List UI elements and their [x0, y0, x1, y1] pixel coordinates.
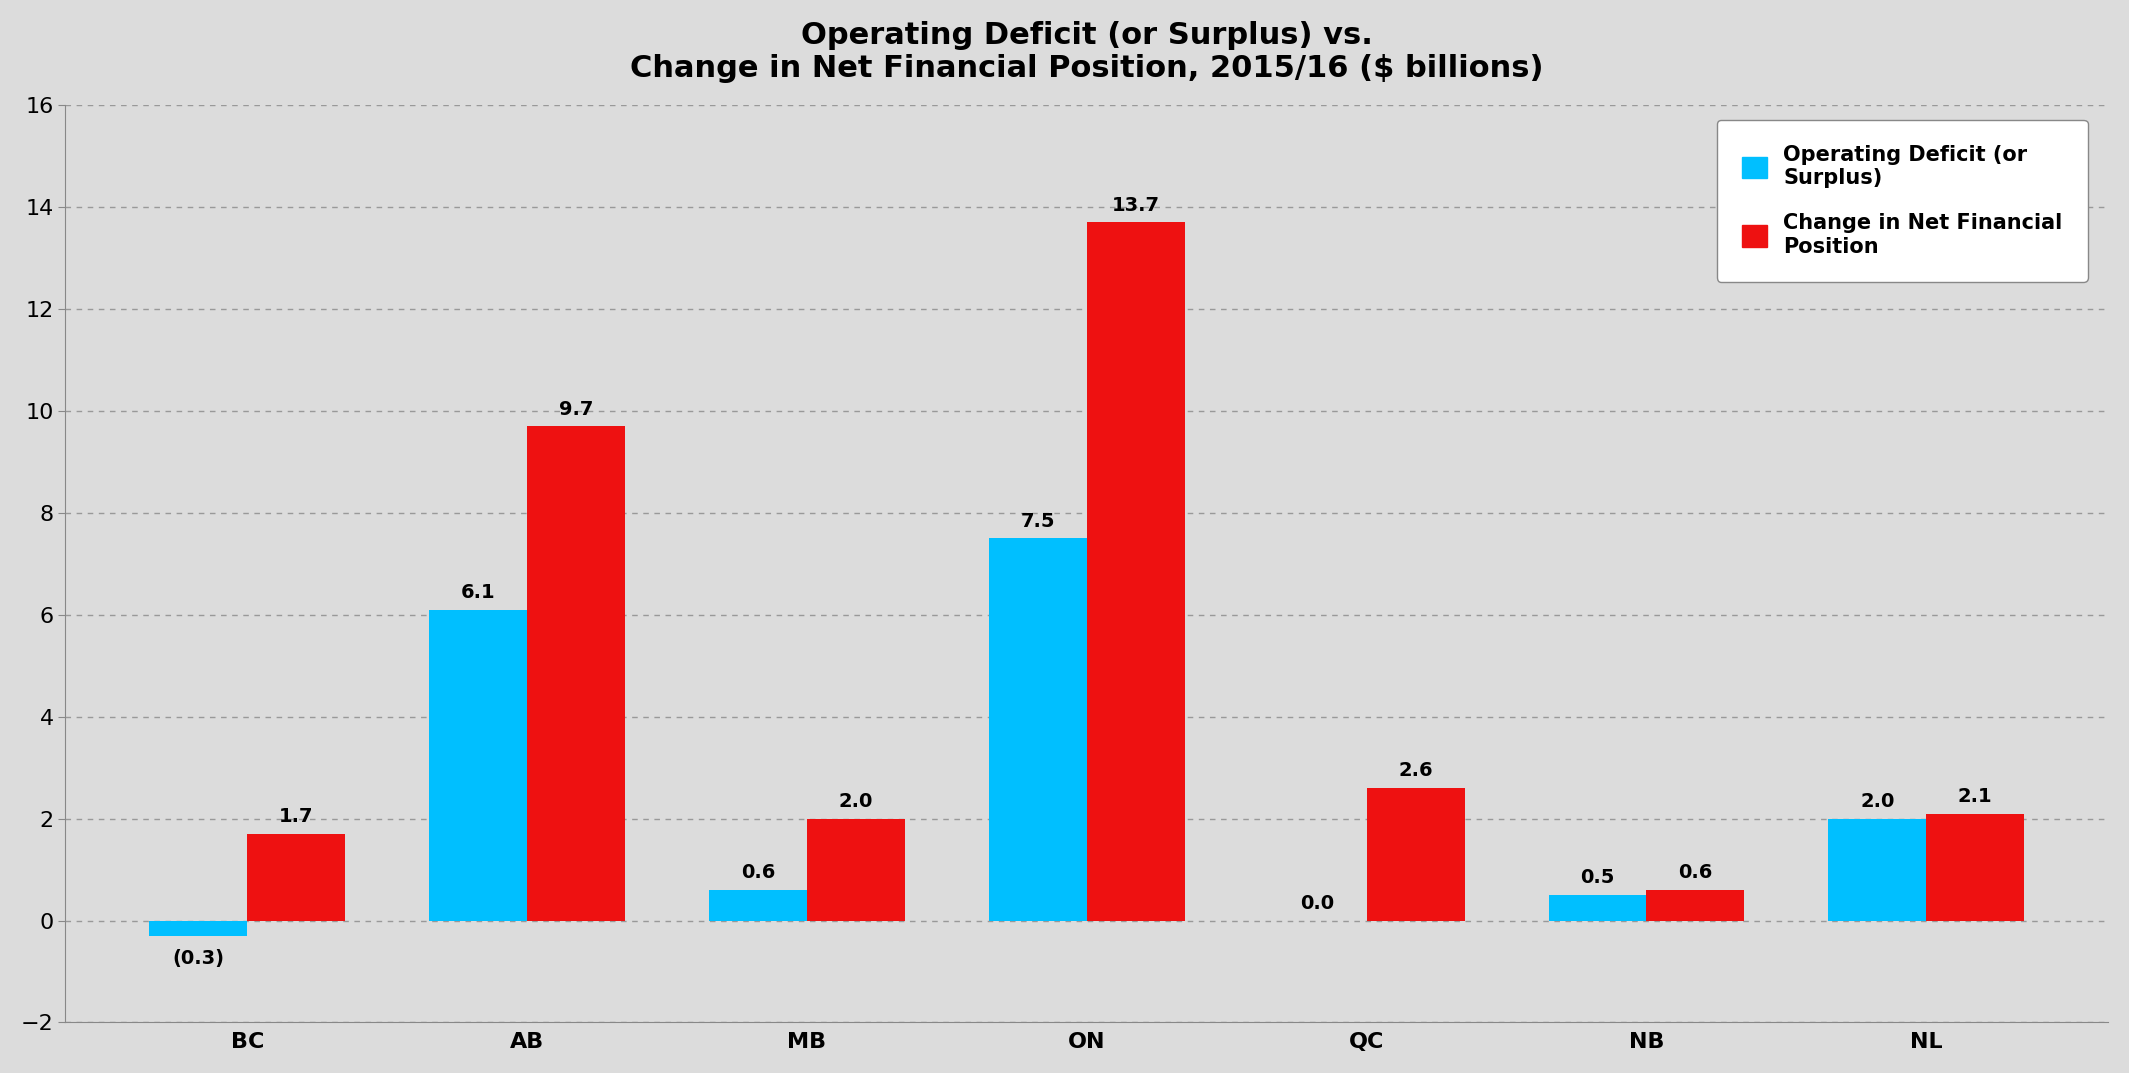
Bar [1646, 890, 1744, 921]
Bar [709, 890, 807, 921]
Text: 9.7: 9.7 [560, 399, 594, 418]
Bar [807, 819, 905, 921]
Bar [430, 609, 528, 921]
Bar [1367, 788, 1465, 921]
Text: 2.6: 2.6 [1399, 762, 1433, 780]
Title: Operating Deficit (or Surplus) vs.
Change in Net Financial Position, 2015/16 ($ : Operating Deficit (or Surplus) vs. Chang… [630, 20, 1544, 84]
Text: 13.7: 13.7 [1111, 195, 1160, 215]
Text: (0.3): (0.3) [172, 949, 224, 968]
Text: 2.0: 2.0 [1861, 792, 1895, 811]
Bar [149, 921, 247, 936]
Bar [1927, 813, 2025, 921]
Text: 0.6: 0.6 [1678, 864, 1712, 882]
Text: 2.0: 2.0 [839, 792, 873, 811]
Bar [528, 426, 626, 921]
Bar [1086, 222, 1184, 921]
Bar [1548, 895, 1646, 921]
Text: 0.6: 0.6 [741, 864, 775, 882]
Bar [1829, 819, 1927, 921]
Text: 0.0: 0.0 [1301, 894, 1335, 913]
Text: 1.7: 1.7 [279, 807, 313, 826]
Bar [988, 539, 1086, 921]
Bar [247, 834, 345, 921]
Text: 7.5: 7.5 [1020, 512, 1056, 531]
Text: 0.5: 0.5 [1580, 868, 1614, 887]
Legend: Operating Deficit (or
Surplus), Change in Net Financial
Position: Operating Deficit (or Surplus), Change i… [1716, 120, 2089, 281]
Text: 6.1: 6.1 [460, 583, 496, 602]
Text: 2.1: 2.1 [1959, 787, 1993, 806]
